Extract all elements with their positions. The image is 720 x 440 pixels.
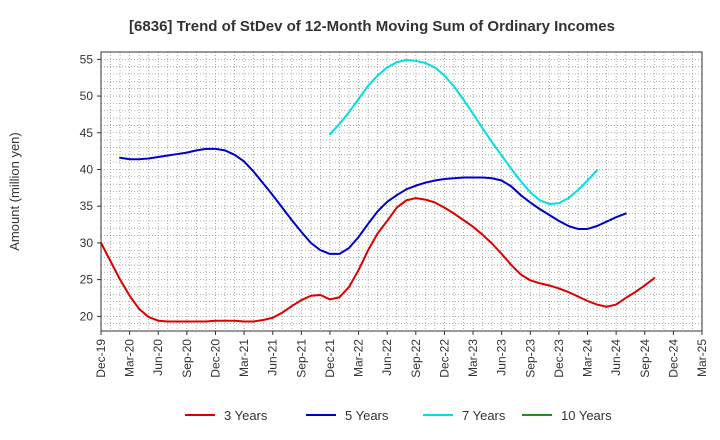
y-tick-label: 40 xyxy=(80,162,94,176)
x-tick-label: Sep-22 xyxy=(409,339,423,378)
x-tick-label: Dec-24 xyxy=(666,339,680,378)
x-tick-label: Mar-23 xyxy=(466,339,480,377)
series-layer xyxy=(100,59,656,323)
x-tick-label: Jun-21 xyxy=(266,339,280,376)
y-tick-label: 50 xyxy=(80,89,94,103)
x-tick-label: Sep-20 xyxy=(180,339,194,378)
chart-title: [6836] Trend of StDev of 12-Month Moving… xyxy=(129,18,615,35)
legend-label-3-years: 3 Years xyxy=(224,408,268,423)
x-tick-label: Sep-24 xyxy=(638,339,652,378)
legend: 3 Years 5 Years 7 Years 10 Years xyxy=(185,408,612,423)
x-tick-label: Sep-21 xyxy=(294,339,308,378)
grid-lines xyxy=(100,51,703,332)
x-tick-label: Dec-23 xyxy=(552,339,566,378)
x-tick-label: Jun-22 xyxy=(380,339,394,376)
x-tick-label: Jun-24 xyxy=(609,339,623,376)
x-tick-label: Mar-22 xyxy=(352,339,366,377)
legend-label-5-years: 5 Years xyxy=(345,408,389,423)
y-tick-label: 35 xyxy=(80,199,94,213)
y-tick-label: 55 xyxy=(80,52,94,66)
x-axis: Dec-19 Mar-20 Jun-20 Sep-20 Dec-20 Mar-21 Jun-… xyxy=(94,331,709,378)
x-tick-label: Jun-20 xyxy=(151,339,165,376)
legend-label-10-years: 10 Years xyxy=(561,408,612,423)
x-tick-label: Dec-20 xyxy=(208,339,222,378)
x-tick-label: Dec-21 xyxy=(323,339,337,378)
x-tick-label: Jun-23 xyxy=(495,339,509,376)
x-tick-label: Sep-23 xyxy=(523,339,537,378)
y-tick-label: 45 xyxy=(80,126,94,140)
x-tick-label: Dec-22 xyxy=(437,339,451,378)
x-tick-label: Dec-19 xyxy=(94,339,108,378)
series-line-5-years xyxy=(119,147,627,255)
x-tick-label: Mar-20 xyxy=(123,339,137,377)
x-tick-label: Mar-24 xyxy=(581,339,595,377)
y-tick-label: 25 xyxy=(80,273,94,287)
y-tick-label: 20 xyxy=(80,309,94,323)
y-tick-label: 30 xyxy=(80,236,94,250)
x-tick-label: Mar-21 xyxy=(237,339,251,377)
series-line-3-years xyxy=(100,197,656,323)
y-axis: 20 25 30 35 40 45 50 55 xyxy=(80,52,101,323)
x-tick-label: Mar-25 xyxy=(695,339,709,377)
legend-label-7-years: 7 Years xyxy=(462,408,506,423)
series-line-7-years xyxy=(328,59,599,205)
y-axis-label: Amount (million yen) xyxy=(7,132,22,251)
plot-border xyxy=(100,51,703,332)
